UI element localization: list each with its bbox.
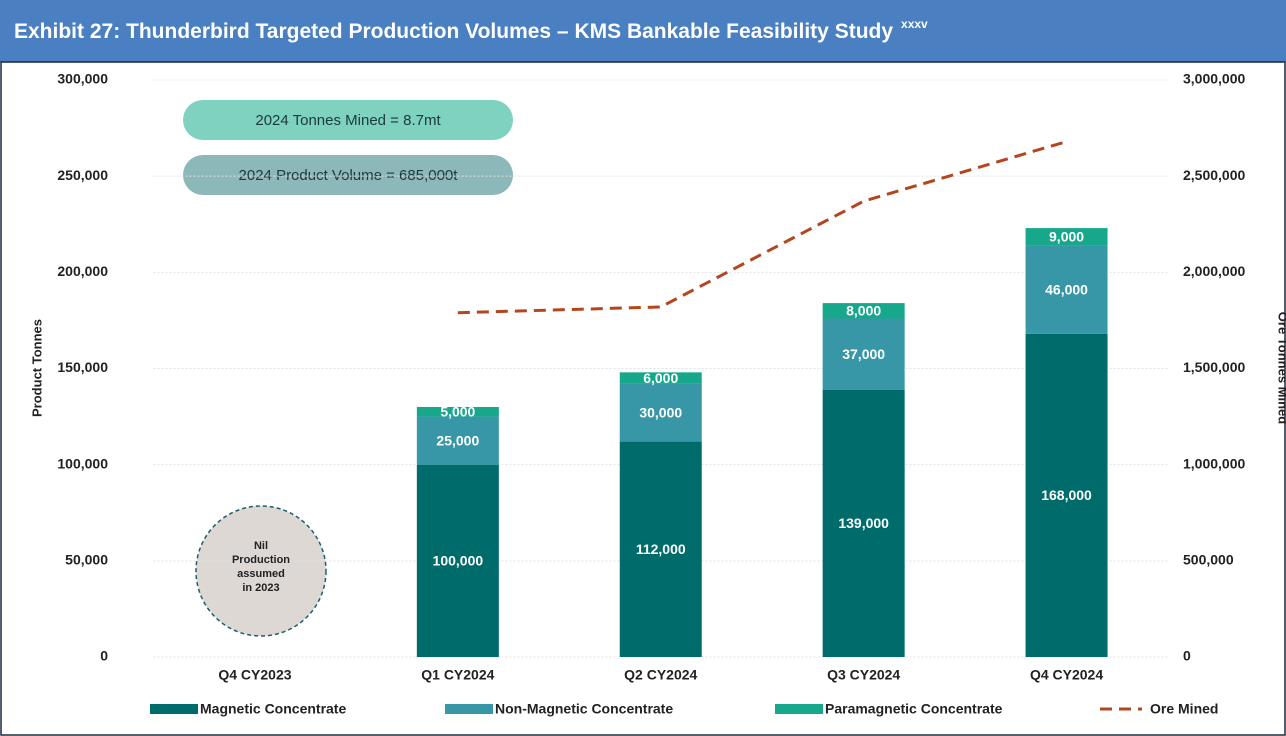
legend-swatch <box>775 704 823 714</box>
bar-segment <box>619 372 702 384</box>
annotation: Nil <box>254 540 268 552</box>
data-label: 168,000 <box>1041 487 1092 503</box>
data-label: 37,000 <box>842 346 885 362</box>
bar-segment <box>416 406 499 417</box>
annotation: 2024 Tonnes Mined = 8.7mt <box>255 112 441 129</box>
chart-title: Exhibit 27: Thunderbird Targeted Product… <box>14 17 928 42</box>
annotation: in 2023 <box>242 582 279 594</box>
nil-circle <box>195 505 327 637</box>
header-bar <box>0 0 1286 62</box>
data-label: 9,000 <box>1049 228 1084 244</box>
y-tick-label: 0 <box>100 648 108 664</box>
bar-segment <box>619 441 702 657</box>
y2-tick-label: 3,000,000 <box>1183 71 1245 87</box>
y-tick-label: 150,000 <box>57 359 108 375</box>
y-axis-label: Product Tonnes <box>29 319 44 417</box>
annotation: Production <box>232 554 290 566</box>
bar-segment <box>822 389 905 657</box>
x-tick-label: Q4 CY2023 <box>218 667 291 683</box>
y2-tick-label: 500,000 <box>1183 552 1234 568</box>
y2-tick-label: 1,000,000 <box>1183 455 1245 471</box>
line-series <box>457 140 1067 315</box>
bar-segment <box>822 303 905 319</box>
legend-label: Paramagnetic Concentrate <box>825 701 1003 717</box>
annotation-pill <box>183 100 513 140</box>
title-text: Exhibit 27: Thunderbird Targeted Product… <box>14 20 893 43</box>
x-tick-label: Q1 CY2024 <box>421 667 494 683</box>
bar-segment <box>1025 245 1108 334</box>
y-tick-label: 300,000 <box>57 71 108 87</box>
data-label: 8,000 <box>846 303 881 319</box>
data-label: 112,000 <box>636 541 686 557</box>
y2-tick-label: 1,500,000 <box>1183 359 1245 375</box>
x-tick-label: Q3 CY2024 <box>827 667 900 683</box>
legend-label: Ore Mined <box>1150 701 1218 717</box>
y-tick-label: 250,000 <box>57 167 108 183</box>
bar-segment <box>416 464 499 657</box>
legend-swatch <box>445 704 493 714</box>
y2-tick-label: 2,500,000 <box>1183 167 1245 183</box>
bar-segment <box>822 318 905 390</box>
data-label: 30,000 <box>639 404 682 420</box>
annotation: assumed <box>237 568 285 580</box>
data-label: 100,000 <box>433 553 484 569</box>
legend-label: Magnetic Concentrate <box>200 701 346 717</box>
y-tick-label: 200,000 <box>57 263 108 279</box>
y2-axis-label: Ore Tonnes Mined <box>1276 312 1286 424</box>
annotation: 2024 Product Volume = 685,000t <box>239 167 459 184</box>
data-label: 6,000 <box>643 370 678 386</box>
y-tick-label: 50,000 <box>65 552 108 568</box>
bar-segment <box>416 416 499 465</box>
y2-tick-label: 0 <box>1183 648 1191 664</box>
legend-label: Non-Magnetic Concentrate <box>495 701 673 717</box>
frame <box>0 61 1286 736</box>
annotation-pill <box>183 155 513 195</box>
data-label: 25,000 <box>436 432 479 448</box>
y2-tick-label: 2,000,000 <box>1183 263 1245 279</box>
x-tick-label: Q2 CY2024 <box>624 667 697 683</box>
data-label: 46,000 <box>1045 281 1088 297</box>
x-tick-label: Q4 CY2024 <box>1030 667 1103 683</box>
bar-segment <box>619 383 702 442</box>
bar-segment <box>1025 228 1108 246</box>
y-tick-label: 100,000 <box>57 455 108 471</box>
data-label: 5,000 <box>440 403 475 419</box>
data-label: 139,000 <box>838 515 889 531</box>
legend-swatch <box>150 704 198 714</box>
title-superscript: xxxv <box>901 17 928 31</box>
bar-segment <box>1025 333 1108 657</box>
